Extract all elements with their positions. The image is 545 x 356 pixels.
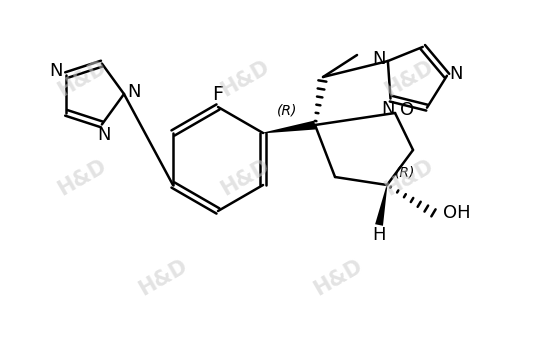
Text: H&D: H&D bbox=[54, 57, 110, 100]
Text: H&D: H&D bbox=[217, 156, 273, 200]
Text: F: F bbox=[213, 84, 223, 104]
Text: H&D: H&D bbox=[310, 256, 366, 299]
Text: N: N bbox=[97, 126, 111, 145]
Text: H: H bbox=[372, 226, 386, 244]
Text: H&D: H&D bbox=[381, 57, 437, 100]
Text: (R): (R) bbox=[277, 103, 297, 117]
Polygon shape bbox=[375, 185, 387, 226]
Text: N: N bbox=[50, 62, 63, 80]
Text: O: O bbox=[400, 101, 414, 119]
Text: OH: OH bbox=[443, 204, 471, 222]
Text: H&D: H&D bbox=[381, 156, 437, 200]
Polygon shape bbox=[263, 121, 316, 134]
Text: H&D: H&D bbox=[54, 156, 110, 200]
Text: (R): (R) bbox=[395, 166, 415, 180]
Text: N: N bbox=[382, 100, 395, 117]
Text: N: N bbox=[127, 83, 141, 101]
Text: H&D: H&D bbox=[136, 256, 191, 299]
Text: N: N bbox=[449, 65, 463, 83]
Text: H&D: H&D bbox=[217, 57, 273, 100]
Text: N: N bbox=[372, 50, 386, 68]
